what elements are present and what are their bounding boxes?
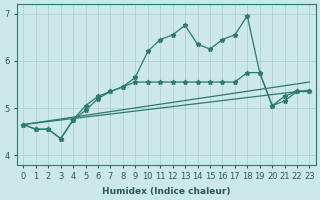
X-axis label: Humidex (Indice chaleur): Humidex (Indice chaleur) [102, 187, 231, 196]
